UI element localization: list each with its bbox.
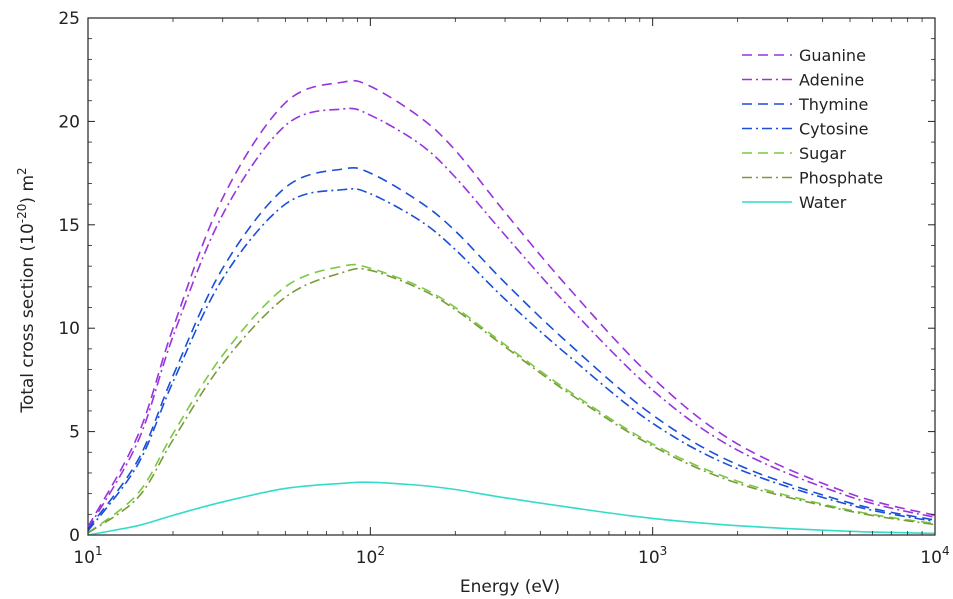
series-line-guanine bbox=[87, 79, 936, 528]
x-axis-title: Energy (eV) bbox=[460, 577, 560, 597]
series-line-water bbox=[87, 481, 936, 536]
series-line-cytosine bbox=[87, 188, 936, 532]
legend-label-thymine: Thymine bbox=[798, 95, 868, 114]
y-tick-label: 20 bbox=[58, 112, 80, 132]
series-line-thymine bbox=[87, 166, 936, 530]
series-layer bbox=[87, 79, 936, 536]
legend-label-phosphate: Phosphate bbox=[799, 169, 883, 188]
y-tick-label: 0 bbox=[69, 526, 80, 546]
x-tick-label: 102 bbox=[356, 544, 385, 568]
series-line-adenine bbox=[87, 107, 936, 530]
legend: Guanine Adenine Thymine Cytosine Sugar Phosph… bbox=[742, 46, 883, 212]
series-line-phosphate bbox=[87, 267, 936, 534]
legend-label-adenine: Adenine bbox=[799, 71, 864, 90]
plot-border bbox=[87, 17, 936, 536]
y-tick-label: 5 bbox=[69, 423, 80, 443]
x-tick-label: 101 bbox=[73, 544, 102, 568]
y-tick-label: 15 bbox=[58, 216, 80, 236]
x-tick-label: 103 bbox=[638, 544, 667, 568]
x-tick-label: 104 bbox=[920, 544, 949, 568]
legend-label-cytosine: Cytosine bbox=[799, 120, 868, 139]
legend-label-water: Water bbox=[799, 193, 847, 212]
legend-label-sugar: Sugar bbox=[799, 144, 846, 163]
y-axis-title: Total cross section (10-20) m2 bbox=[15, 167, 38, 413]
ticks-layer: 0 5 10 15 20 25 101 102 103 104 bbox=[58, 9, 949, 568]
plot-frame bbox=[87, 17, 936, 536]
legend-label-guanine: Guanine bbox=[799, 46, 866, 65]
y-tick-label: 10 bbox=[58, 319, 80, 339]
series-line-sugar bbox=[87, 263, 936, 534]
y-tick-label: 25 bbox=[58, 9, 80, 29]
